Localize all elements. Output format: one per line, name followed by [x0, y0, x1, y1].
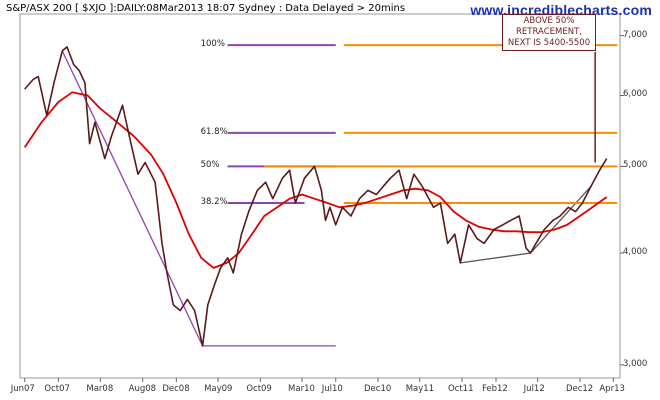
x-tick-label: Oct09 — [246, 384, 272, 394]
x-tick-label: Jul12 — [523, 384, 545, 394]
x-tick-label: Aug08 — [128, 384, 157, 394]
annotation-line-2: RETRACEMENT, — [516, 27, 582, 37]
x-tick-label: Jun07 — [10, 384, 35, 394]
x-tick-label: Dec10 — [364, 384, 392, 394]
price-series-line — [24, 46, 608, 347]
x-tick-label: May11 — [405, 384, 435, 394]
x-tick-label: Feb12 — [481, 384, 508, 394]
x-tick-label: Oct07 — [44, 384, 70, 394]
fib-label: 61.8% — [200, 126, 228, 137]
price-layer — [24, 46, 608, 347]
fib-label: 38.2% — [200, 196, 228, 207]
moving-average-series-line — [23, 91, 608, 269]
y-tick-label: 4,000 — [623, 247, 648, 258]
y-axis-ticks — [620, 35, 624, 366]
moving-average-layer — [23, 91, 608, 269]
x-tick-label: Jul10 — [321, 384, 343, 394]
fib-label: 100% — [200, 39, 225, 50]
x-tick-label: Oct11 — [447, 384, 474, 394]
fib-label: 50% — [200, 160, 220, 171]
trendline-2 — [460, 252, 531, 264]
y-tick-label: 7,000 — [623, 29, 648, 40]
plot-area — [19, 13, 621, 379]
annotation-line-3: NEXT IS 5400-5500 — [507, 38, 591, 48]
x-tick-label: Apr13 — [599, 384, 625, 394]
x-tick-label: Dec12 — [565, 384, 594, 394]
x-tick-label: May09 — [204, 384, 233, 394]
y-tick-label: 6,000 — [623, 89, 648, 100]
y-tick-label: 5,000 — [623, 160, 648, 171]
x-tick-label: Dec08 — [162, 384, 190, 394]
y-tick-label: 3,000 — [623, 358, 648, 369]
fib-level-layer — [227, 44, 618, 204]
x-tick-label: Mar08 — [86, 384, 114, 394]
annotation-line-1: ABOVE 50% — [523, 16, 575, 26]
chart-header: S&P/ASX 200 [ $XJO ]:DAILY:08Mar2013 18:… — [6, 3, 406, 14]
x-axis-ticks — [24, 378, 614, 382]
annotation-box: ABOVE 50% RETRACEMENT, NEXT IS 5400-5500 — [502, 14, 596, 51]
trendline-3 — [530, 185, 592, 254]
x-tick-label: Mar10 — [288, 384, 315, 394]
